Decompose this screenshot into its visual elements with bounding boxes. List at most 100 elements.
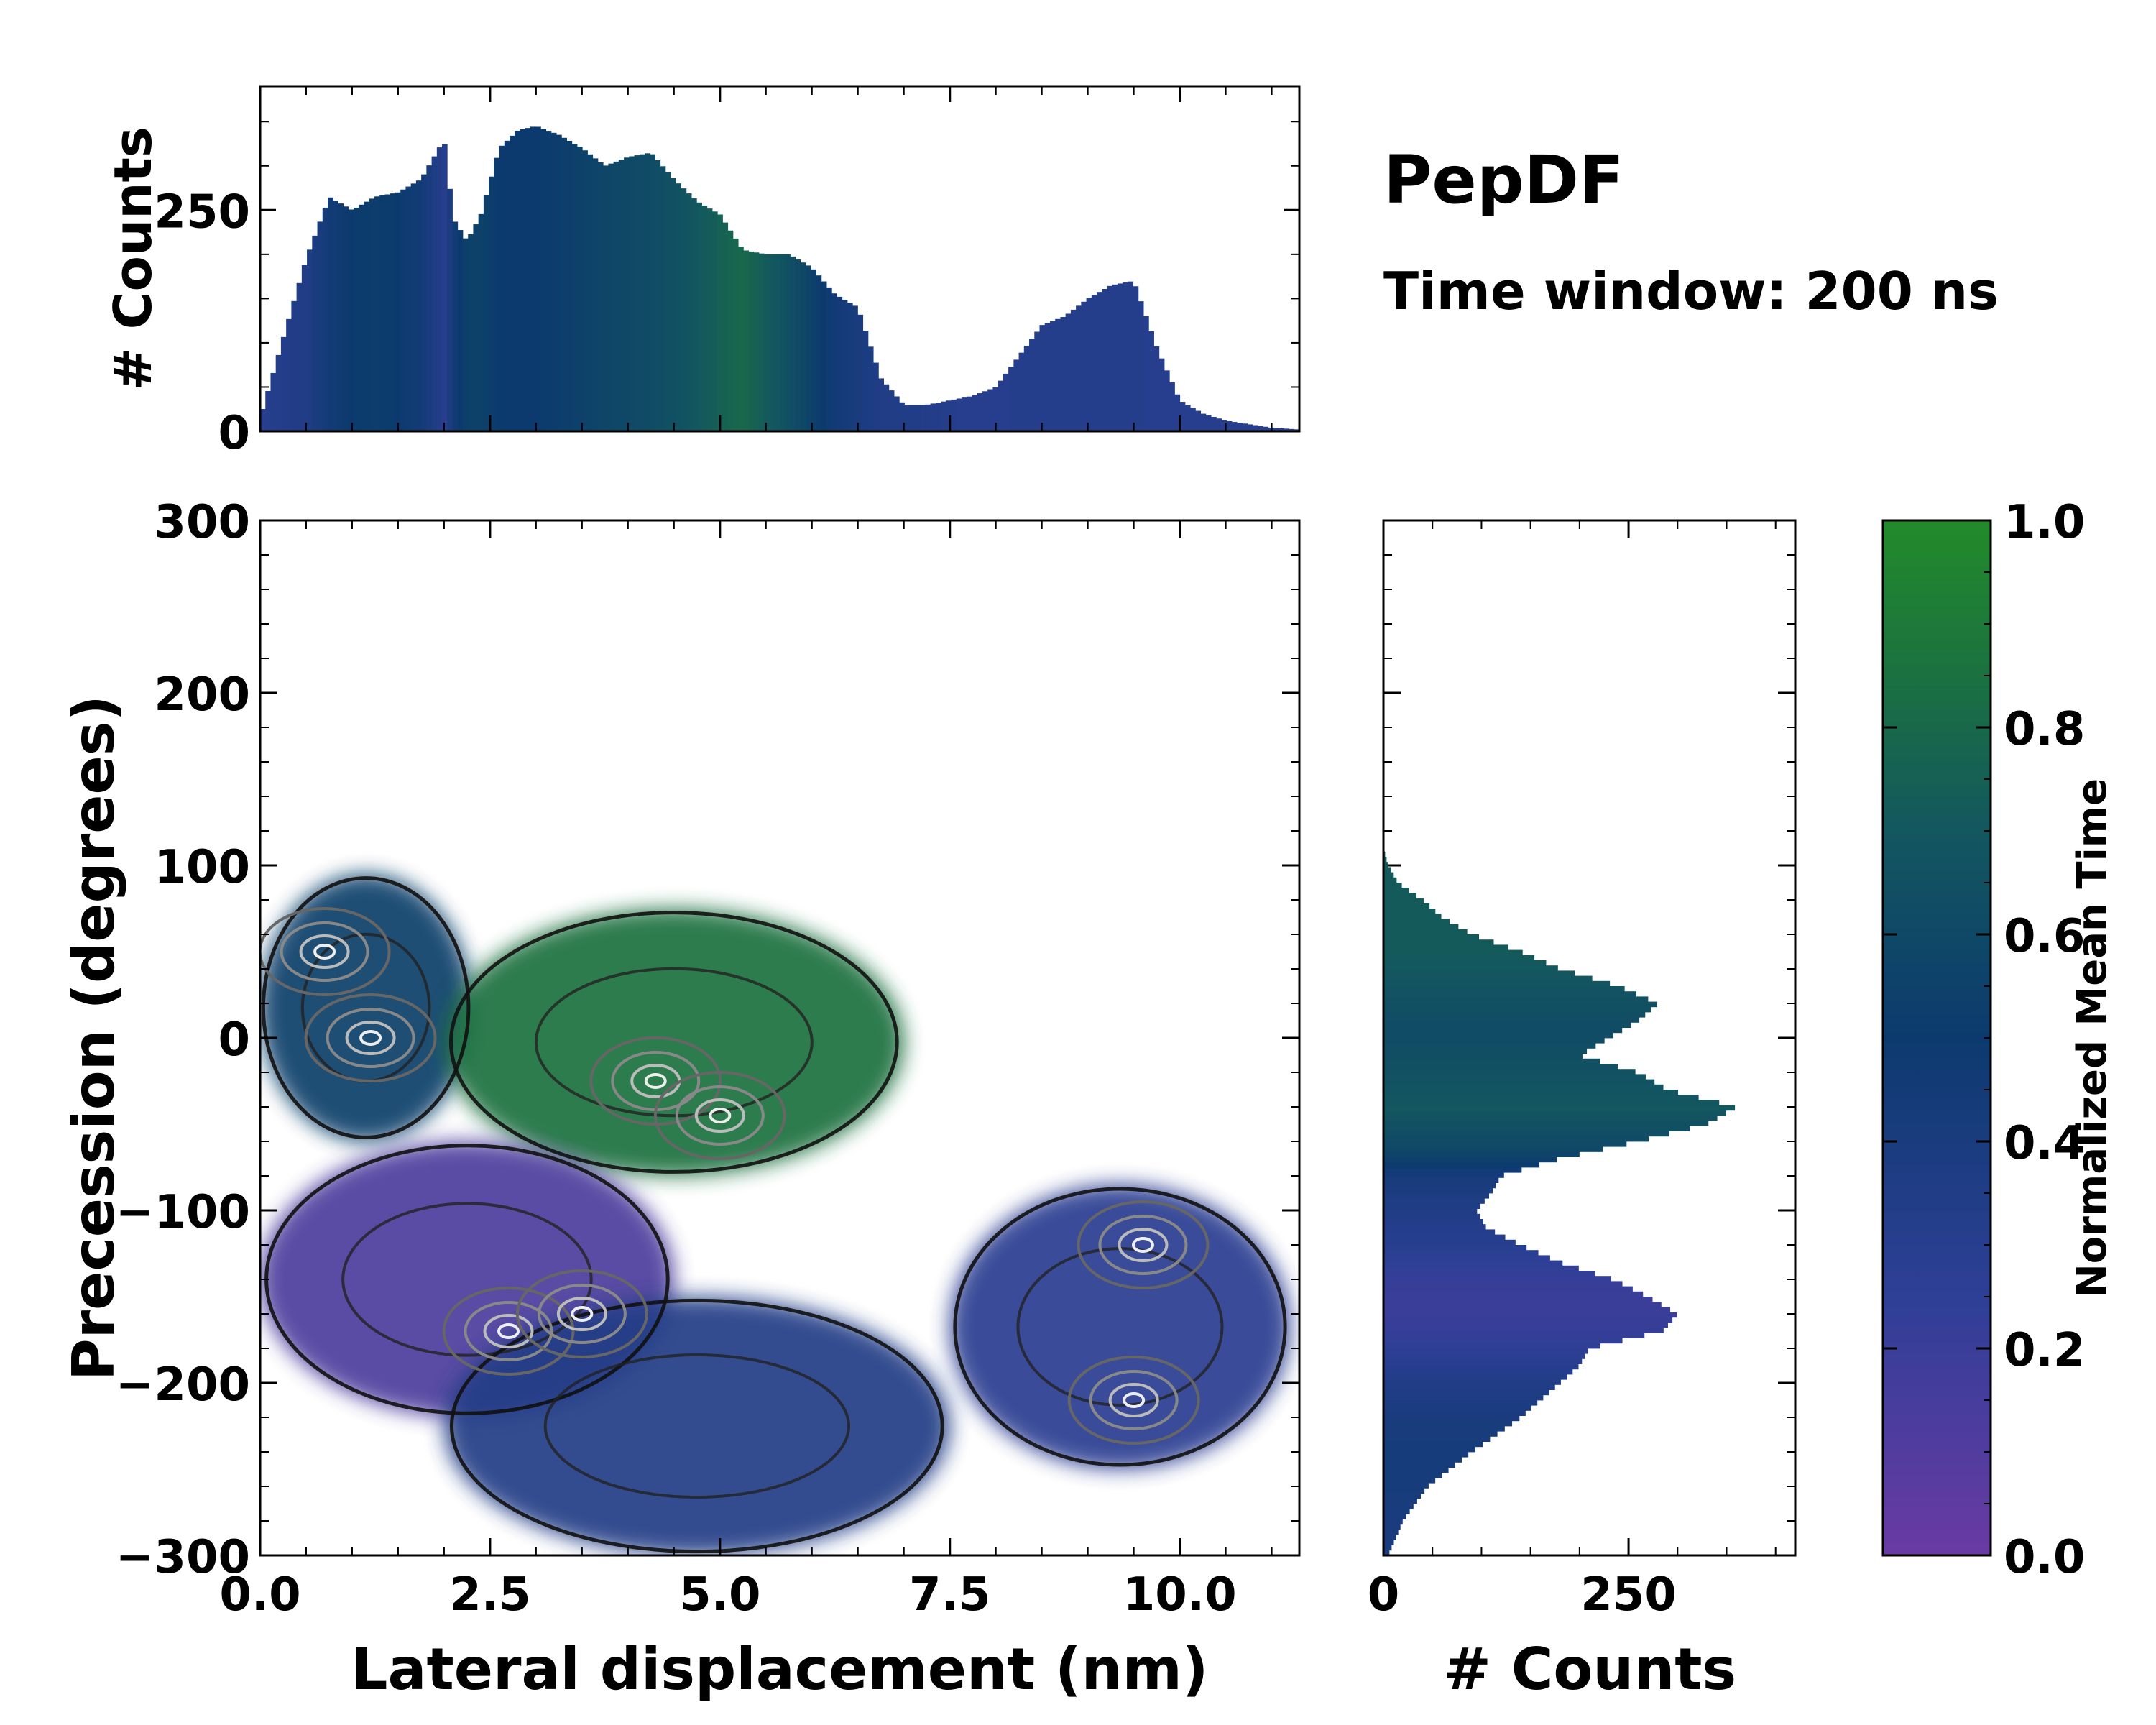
right-histogram-bar <box>1383 893 1417 898</box>
top-histogram-bar <box>1174 394 1181 431</box>
top-histogram-bar <box>577 147 583 431</box>
right-histogram-bar <box>1383 1302 1662 1307</box>
top-histogram-bar <box>1242 423 1248 431</box>
top-histogram-bar <box>867 346 874 431</box>
right-histogram-bar <box>1383 1493 1422 1499</box>
right-histogram-bar <box>1383 1271 1595 1276</box>
right-histogram-bar <box>1383 1338 1623 1344</box>
right-histogram-bar <box>1383 1250 1539 1256</box>
top-histogram-bar <box>769 254 775 431</box>
top-histogram-bar <box>1263 426 1269 431</box>
top-histogram-bar <box>1049 321 1056 431</box>
density-peak-contour <box>483 1314 534 1348</box>
top-histogram-bar <box>1190 408 1196 431</box>
top-histogram-bar <box>1128 281 1134 431</box>
density-peak-contour <box>1123 1392 1146 1408</box>
right-histogram-bar <box>1383 1038 1605 1044</box>
top-histogram-bar <box>925 404 931 431</box>
top-histogram-bar <box>1076 305 1082 431</box>
top-histogram-bar <box>400 189 406 431</box>
top-histogram-bar <box>816 275 822 431</box>
right-histogram-bar <box>1383 1105 1736 1111</box>
top-histogram-bar <box>1158 358 1165 431</box>
top-histogram-bar <box>1268 427 1274 431</box>
top-histogram-bar <box>764 254 770 431</box>
right-histogram-bar <box>1383 1307 1671 1312</box>
right-histogram-bar <box>1383 1198 1485 1204</box>
colorbar-tick-label: 1.0 <box>2004 496 2085 549</box>
right-histogram-bar <box>1383 1394 1544 1401</box>
right-histogram-bar <box>1383 1260 1563 1266</box>
right-histogram-bar <box>1383 1001 1657 1008</box>
right-histogram-bar <box>1383 1032 1613 1039</box>
top-histogram-bar <box>967 396 972 431</box>
top-histogram-bar <box>426 165 432 431</box>
top-histogram-bar <box>1044 323 1051 431</box>
top-histogram-bar <box>732 238 739 431</box>
top-histogram-bar <box>1148 331 1154 431</box>
right-histogram-bar <box>1383 1457 1462 1463</box>
right-histogram-bar <box>1383 1234 1506 1241</box>
heatmap-region <box>260 874 472 1141</box>
right-histogram-bar <box>1383 1488 1425 1494</box>
right-histogram-bar <box>1383 1343 1600 1349</box>
right-histogram-bar <box>1383 1131 1669 1137</box>
heatmap-region <box>443 1297 950 1555</box>
top-histogram-bar <box>722 222 729 431</box>
top-histogram-bar <box>379 195 385 431</box>
right-histogram-bar <box>1383 898 1424 904</box>
right-histogram-bar <box>1383 1219 1483 1225</box>
right-histogram-bar <box>1383 1146 1603 1152</box>
top-histogram-bar <box>806 265 811 431</box>
top-histogram-bar <box>727 230 734 431</box>
colorbar-tick-label: 0.2 <box>2004 1324 2085 1377</box>
top-histogram-bar <box>1237 423 1243 431</box>
top-histogram-bar <box>478 213 484 431</box>
right-histogram-bar <box>1383 1415 1520 1422</box>
top-histogram-bar <box>405 186 412 431</box>
right-histogram-bar <box>1383 1167 1522 1173</box>
right-histogram-bar <box>1383 1229 1496 1235</box>
top-histogram-bar <box>354 207 359 431</box>
top-histogram-bar <box>291 300 298 431</box>
density-peak-contour <box>1118 1228 1169 1262</box>
colorbar-label: Normalized Mean Time <box>2069 778 2116 1297</box>
right-histogram-bar <box>1383 914 1442 919</box>
right-histogram-bar <box>1383 1431 1498 1437</box>
top-histogram-bar <box>1097 292 1102 431</box>
top-histogram-bar <box>494 157 499 431</box>
top-histogram-bar <box>525 128 531 431</box>
top-histogram-bar <box>1086 298 1092 431</box>
main-ytick-label: 200 <box>154 668 250 722</box>
right-histogram-bar <box>1383 1156 1557 1163</box>
main-ytick-label: −200 <box>116 1358 250 1412</box>
right-histogram-bar <box>1383 1389 1549 1396</box>
top-histogram-bar <box>774 254 780 431</box>
right-histogram-bar <box>1383 934 1480 940</box>
right-histogram-bar <box>1383 1286 1633 1292</box>
right-histogram-bar <box>1383 1095 1699 1100</box>
right-histogram-bar <box>1383 960 1547 966</box>
top-histogram-bar <box>696 202 702 431</box>
right-histogram-bar <box>1383 1478 1436 1484</box>
top-histogram-bar <box>629 156 635 431</box>
right-histogram-bar <box>1383 1400 1538 1406</box>
top-histogram-ytick-label: 250 <box>154 185 250 239</box>
right-histogram-bar <box>1383 1328 1664 1333</box>
top-histogram-bar <box>811 269 817 431</box>
right-histogram-bar <box>1383 1079 1655 1085</box>
top-histogram-bar <box>483 195 489 431</box>
top-histogram-bar <box>582 150 588 431</box>
top-histogram-bar <box>348 209 354 431</box>
colorbar-tick-label: 0.6 <box>2004 910 2085 963</box>
top-histogram-bar <box>561 137 567 431</box>
top-histogram-bar <box>681 188 687 431</box>
top-histogram-bar <box>431 156 438 432</box>
top-histogram-bar <box>390 193 396 431</box>
top-histogram-bar <box>1117 283 1123 431</box>
top-histogram-bar <box>597 162 604 432</box>
top-histogram-ytick-label: 0 <box>218 407 250 460</box>
density-peak-contour <box>644 1073 667 1089</box>
right-histogram-bar <box>1383 1090 1678 1095</box>
density-contour-outer <box>953 1187 1287 1467</box>
